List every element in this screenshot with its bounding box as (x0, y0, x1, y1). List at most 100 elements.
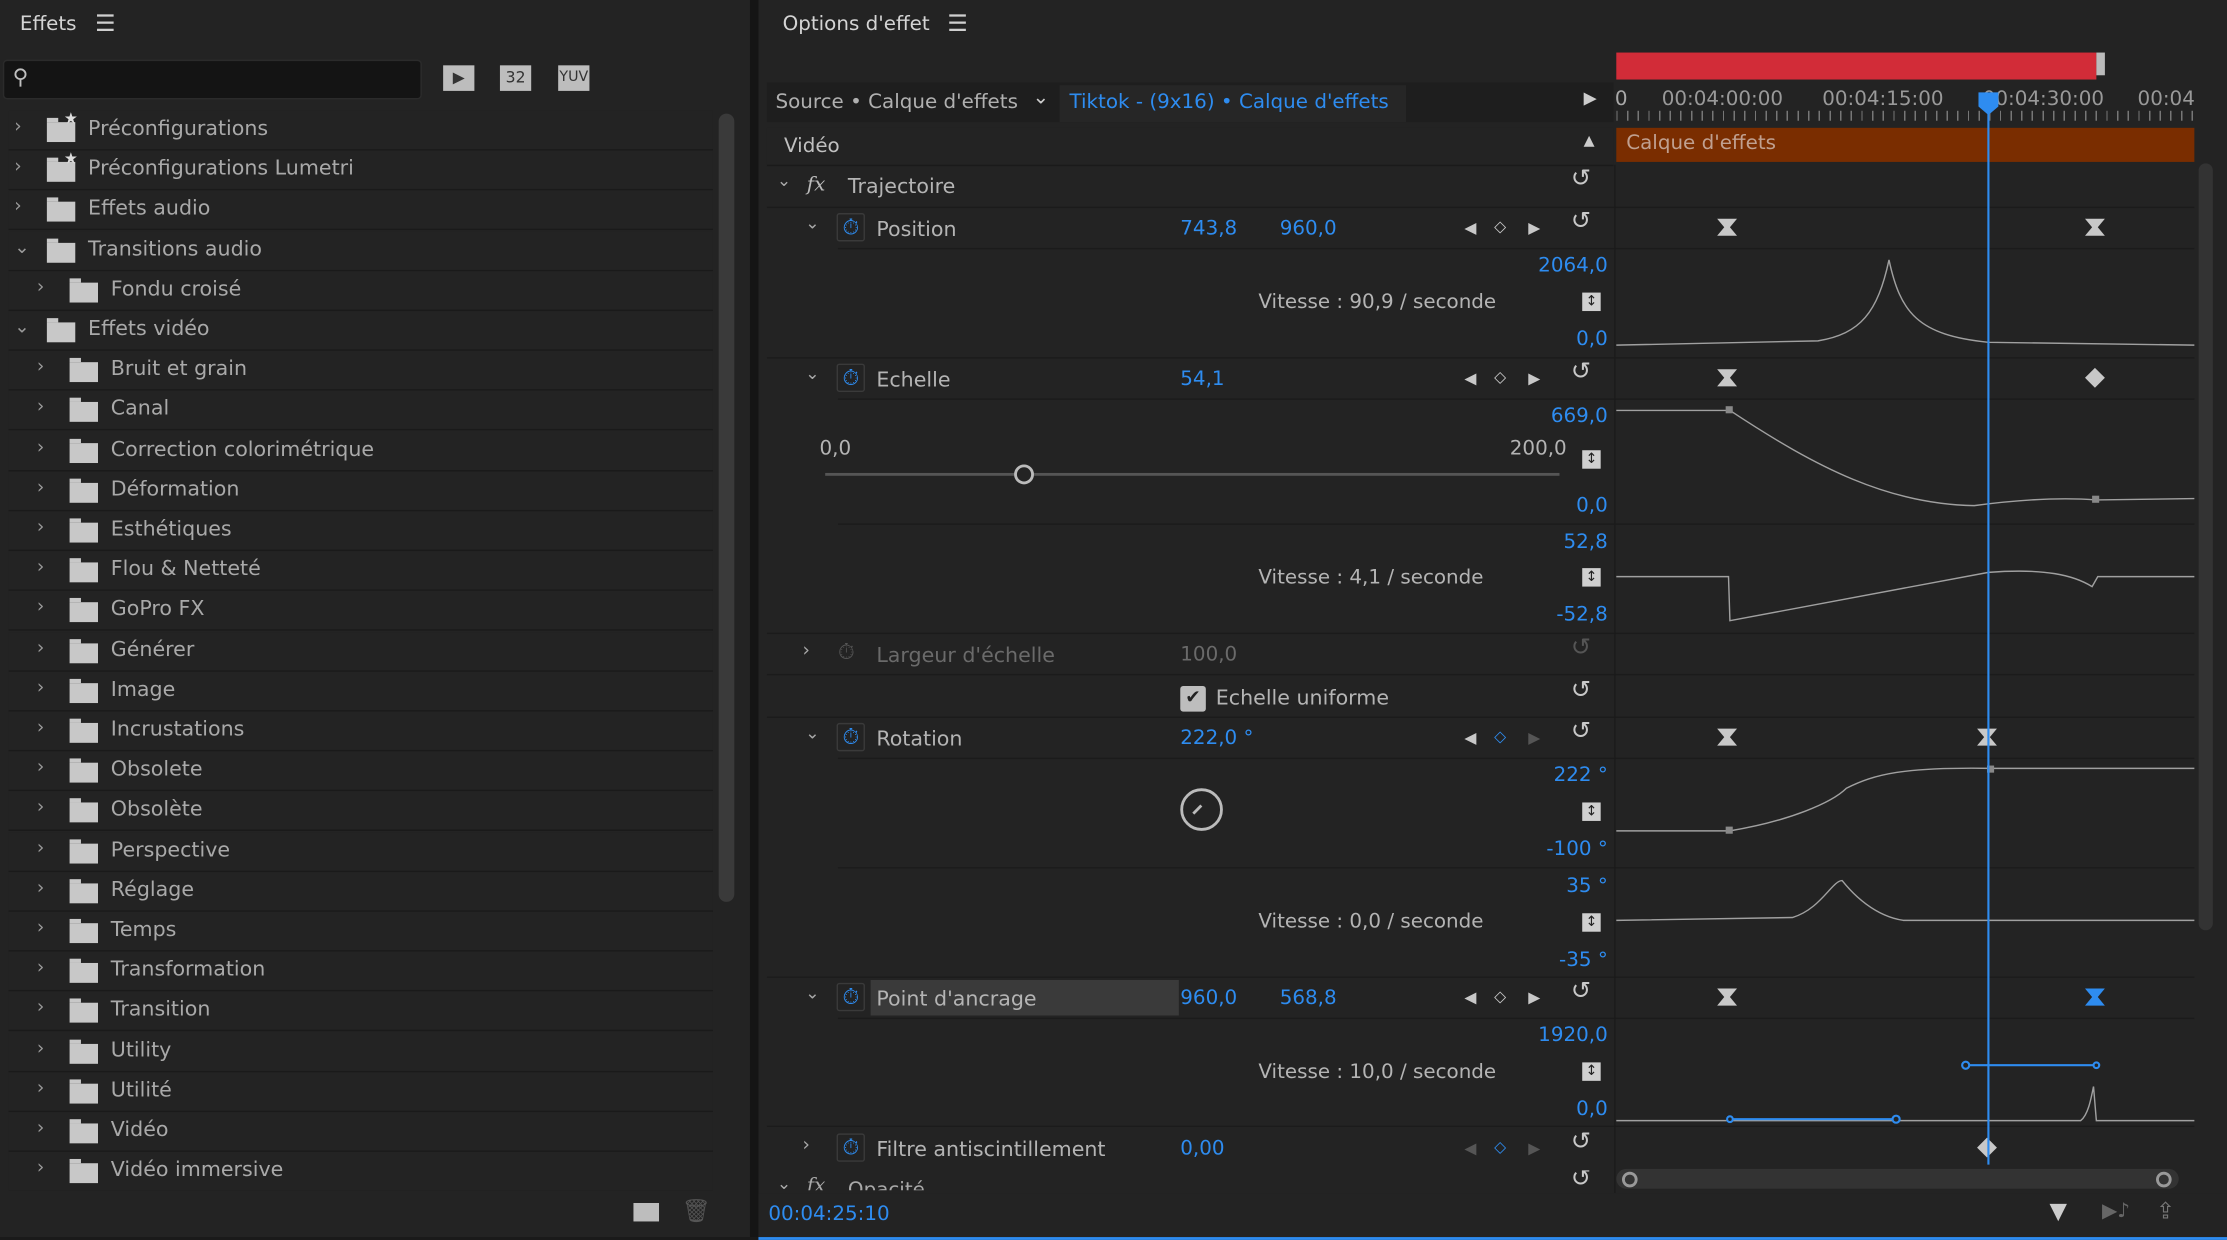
effect-controls-title[interactable]: Options d'effet (782, 12, 930, 36)
rotation-dial[interactable] (1180, 788, 1223, 831)
effects-list-item[interactable]: › Déformation (8, 471, 713, 512)
timeline-scrollbar[interactable] (2198, 163, 2213, 931)
add-keyframe-icon[interactable]: ◇ (1494, 987, 1507, 1006)
chevron-right-icon[interactable]: › (36, 1077, 45, 1100)
scale-slider-thumb[interactable] (1013, 464, 1034, 485)
loop-audio-icon[interactable]: ▶♪ (2102, 1200, 2131, 1223)
time-ruler[interactable] (1616, 110, 2195, 121)
timeline-zoom-scrollbar[interactable] (1616, 1168, 2179, 1189)
effects-list-item[interactable]: › Vidéo (8, 1112, 713, 1152)
chevron-down-icon[interactable]: ⌄ (805, 982, 820, 1003)
zoom-handle-right[interactable] (2156, 1171, 2172, 1188)
prev-keyframe-icon[interactable]: ◀ (1464, 218, 1477, 238)
chevron-right-icon[interactable]: › (14, 156, 22, 178)
fx-icon[interactable]: fx (806, 173, 826, 197)
stopwatch-icon[interactable]: ⏱ (836, 722, 865, 752)
reset-icon[interactable]: ↺ (1570, 977, 1592, 1006)
reset-icon[interactable]: ↺ (1570, 1127, 1592, 1157)
chevron-right-icon[interactable]: › (36, 476, 45, 499)
fit-graph-icon[interactable]: ↕ (1582, 292, 1601, 312)
accelerated-effects-icon[interactable]: ▶ (443, 65, 475, 91)
filter-icon[interactable]: ▼ (2049, 1197, 2067, 1225)
prev-keyframe-icon[interactable]: ◀ (1464, 728, 1477, 748)
add-keyframe-icon[interactable]: ◇ (1494, 217, 1507, 236)
add-keyframe-icon[interactable]: ◇ (1494, 727, 1507, 746)
chevron-right-icon[interactable]: › (36, 396, 45, 419)
chevron-right-icon[interactable]: › (14, 116, 22, 138)
chevron-right-icon[interactable]: › (36, 757, 45, 779)
effects-list-item[interactable]: ⌄ Transitions audio (8, 230, 713, 271)
fit-graph-icon[interactable]: ↕ (1582, 802, 1601, 821)
effects-list-item[interactable]: › Effets audio (8, 190, 713, 231)
rotation-value[interactable]: 222,0 ° (1180, 727, 1254, 750)
reset-icon[interactable]: ↺ (1570, 357, 1592, 387)
effects-list-item[interactable]: › Fondu croisé (8, 270, 713, 311)
fit-graph-icon[interactable]: ↕ (1582, 1062, 1601, 1081)
stopwatch-icon[interactable]: ⏱ (836, 363, 865, 393)
chevron-right-icon[interactable]: › (36, 557, 45, 579)
anchor-y-value[interactable]: 568,8 (1279, 987, 1337, 1010)
effects-list-item[interactable]: › Temps (8, 911, 713, 952)
effects-list-item[interactable]: › Image (8, 671, 713, 712)
reset-icon[interactable]: ↺ (1570, 1170, 1592, 1191)
effects-list-item[interactable]: › Transition (8, 991, 713, 1032)
toggle-timeline-icon[interactable]: ▶ (1583, 88, 1597, 108)
effects-list-item[interactable]: › Obsolete (8, 751, 713, 792)
work-area-end-handle[interactable] (2096, 52, 2105, 76)
effects-list-item[interactable]: › Flou & Netteté (8, 551, 713, 592)
reset-icon[interactable]: ↺ (1570, 164, 1592, 194)
chevron-down-icon[interactable]: ⌄ (14, 316, 30, 339)
effects-list-item[interactable]: › Vidéo immersive (8, 1152, 713, 1191)
effects-list-item[interactable]: › Réglage (8, 871, 713, 912)
chevron-right-icon[interactable]: › (36, 677, 45, 699)
next-keyframe-icon[interactable]: ▶ (1528, 369, 1541, 388)
effects-list-item[interactable]: › Esthétiques (8, 511, 713, 552)
anchor-x-value[interactable]: 960,0 (1180, 987, 1238, 1010)
stopwatch-icon[interactable]: ⏱ (836, 1133, 865, 1162)
prev-keyframe-icon[interactable]: ◀ (1464, 988, 1477, 1007)
export-icon[interactable]: ⇪ (2156, 1197, 2176, 1225)
effects-list-item[interactable]: › Obsolète (8, 791, 713, 832)
chevron-right-icon[interactable]: › (36, 837, 45, 859)
chevron-down-icon[interactable]: ⌄ (805, 213, 820, 233)
effects-list-item[interactable]: › Bruit et grain (8, 351, 713, 391)
chevron-right-icon[interactable]: › (36, 957, 45, 979)
scale-value[interactable]: 54,1 (1180, 367, 1225, 391)
fit-graph-icon[interactable]: ↕ (1582, 450, 1601, 469)
effects-list-item[interactable]: › Incrustations (8, 711, 713, 752)
chevron-right-icon[interactable]: › (36, 997, 45, 1019)
fit-graph-icon[interactable]: ↕ (1582, 913, 1601, 932)
chevron-down-icon[interactable]: ⌄ (805, 722, 820, 743)
chevron-down-icon[interactable]: ⌄ (14, 236, 30, 258)
next-keyframe-icon[interactable]: ▶ (1528, 218, 1541, 238)
chevron-right-icon[interactable]: › (36, 637, 45, 659)
effects-list-item[interactable]: › Perspective (8, 831, 713, 872)
effects-list-item[interactable]: › Canal (8, 391, 713, 431)
chevron-right-icon[interactable]: › (802, 640, 810, 662)
chevron-right-icon[interactable]: › (36, 917, 45, 939)
chevron-down-icon[interactable]: ⌄ (1032, 86, 1050, 110)
chevron-right-icon[interactable]: › (36, 717, 45, 739)
clip-bar[interactable]: Calque d'effets (1616, 127, 2195, 162)
chevron-right-icon[interactable]: › (36, 356, 45, 379)
chevron-right-icon[interactable]: › (36, 1117, 45, 1140)
effects-panel-title[interactable]: Effets (19, 12, 77, 36)
chevron-right-icon[interactable]: › (36, 276, 45, 298)
effects-list-item[interactable]: › ★ Préconfigurations (8, 110, 713, 151)
effects-scrollbar[interactable] (718, 113, 735, 902)
add-keyframe-icon[interactable]: ◇ (1494, 1137, 1507, 1157)
chevron-right-icon[interactable]: › (36, 436, 45, 459)
sequence-tab[interactable]: Tiktok - (9x16) • Calque d'effets (1059, 85, 1407, 123)
source-label[interactable]: Source • Calque d'effets (775, 90, 1018, 114)
effects-list-item[interactable]: › Utilité (8, 1072, 713, 1112)
chevron-right-icon[interactable]: › (36, 597, 45, 619)
new-bin-icon[interactable] (633, 1202, 660, 1222)
position-y-value[interactable]: 960,0 (1279, 217, 1337, 241)
yuv-icon[interactable]: YUV (558, 65, 590, 91)
chevron-right-icon[interactable]: › (36, 516, 45, 539)
fit-graph-icon[interactable]: ↕ (1582, 568, 1601, 587)
effects-list-item[interactable]: ⌄ Effets vidéo (8, 311, 713, 351)
add-keyframe-icon[interactable]: ◇ (1494, 367, 1507, 387)
chevron-right-icon[interactable]: › (14, 196, 22, 218)
position-x-value[interactable]: 743,8 (1180, 217, 1238, 241)
